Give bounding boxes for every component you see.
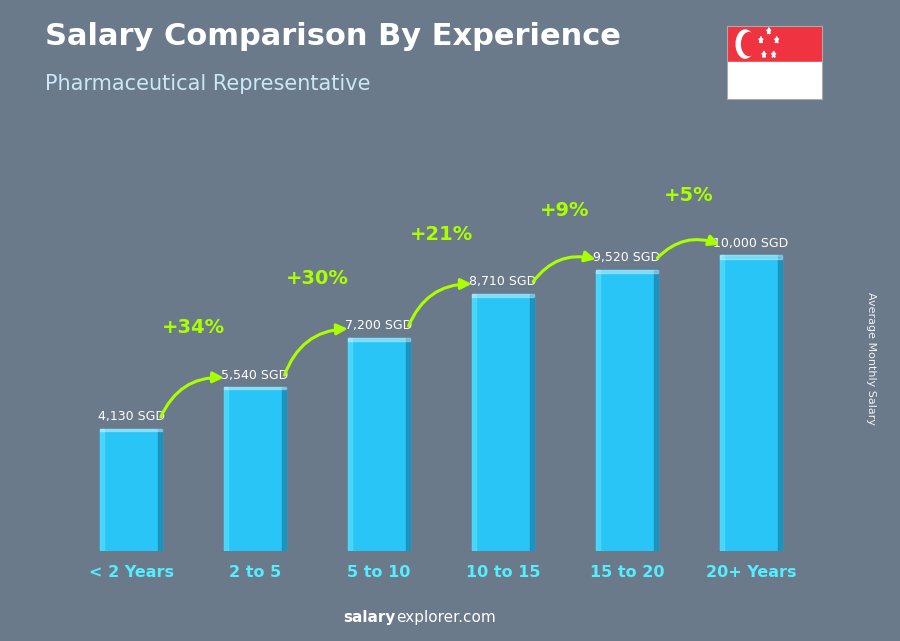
Bar	[720, 255, 782, 259]
Bar	[596, 270, 599, 551]
Polygon shape	[771, 51, 776, 57]
Bar	[778, 255, 782, 551]
Text: +5%: +5%	[664, 187, 714, 205]
Text: Pharmaceutical Representative: Pharmaceutical Representative	[45, 74, 371, 94]
Polygon shape	[767, 28, 771, 34]
Bar	[100, 429, 104, 551]
Bar	[720, 255, 724, 551]
Polygon shape	[761, 51, 766, 57]
Bar	[654, 270, 658, 551]
Bar	[472, 294, 534, 551]
Text: 7,200 SGD: 7,200 SGD	[346, 319, 413, 333]
Text: 9,520 SGD: 9,520 SGD	[593, 251, 661, 264]
Text: +21%: +21%	[410, 224, 472, 244]
Text: 10,000 SGD: 10,000 SGD	[713, 237, 788, 249]
Bar	[100, 429, 162, 551]
Bar	[727, 62, 822, 99]
Text: explorer.com: explorer.com	[396, 610, 496, 625]
Polygon shape	[736, 30, 754, 58]
Bar	[224, 387, 286, 551]
Bar	[348, 338, 410, 341]
Polygon shape	[775, 37, 778, 43]
Bar	[727, 26, 822, 62]
Bar	[100, 429, 162, 431]
Bar	[158, 429, 162, 551]
Bar	[406, 338, 410, 551]
Bar	[472, 294, 534, 297]
Bar	[472, 294, 476, 551]
Bar	[720, 255, 782, 551]
Text: +34%: +34%	[162, 319, 225, 337]
Bar	[348, 338, 410, 551]
Text: 5,540 SGD: 5,540 SGD	[221, 369, 289, 381]
Bar	[596, 270, 658, 551]
Text: +30%: +30%	[285, 269, 348, 288]
Bar	[596, 270, 658, 273]
Polygon shape	[759, 37, 763, 43]
Text: 4,130 SGD: 4,130 SGD	[98, 410, 165, 423]
Text: Average Monthly Salary: Average Monthly Salary	[866, 292, 877, 426]
Bar	[348, 338, 352, 551]
Bar	[283, 387, 286, 551]
Text: 8,710 SGD: 8,710 SGD	[469, 275, 536, 288]
Polygon shape	[742, 33, 756, 56]
Bar	[530, 294, 534, 551]
Bar	[224, 387, 228, 551]
Bar	[224, 387, 286, 389]
Text: Salary Comparison By Experience: Salary Comparison By Experience	[45, 22, 621, 51]
Text: salary: salary	[344, 610, 396, 625]
Text: +9%: +9%	[540, 201, 590, 220]
